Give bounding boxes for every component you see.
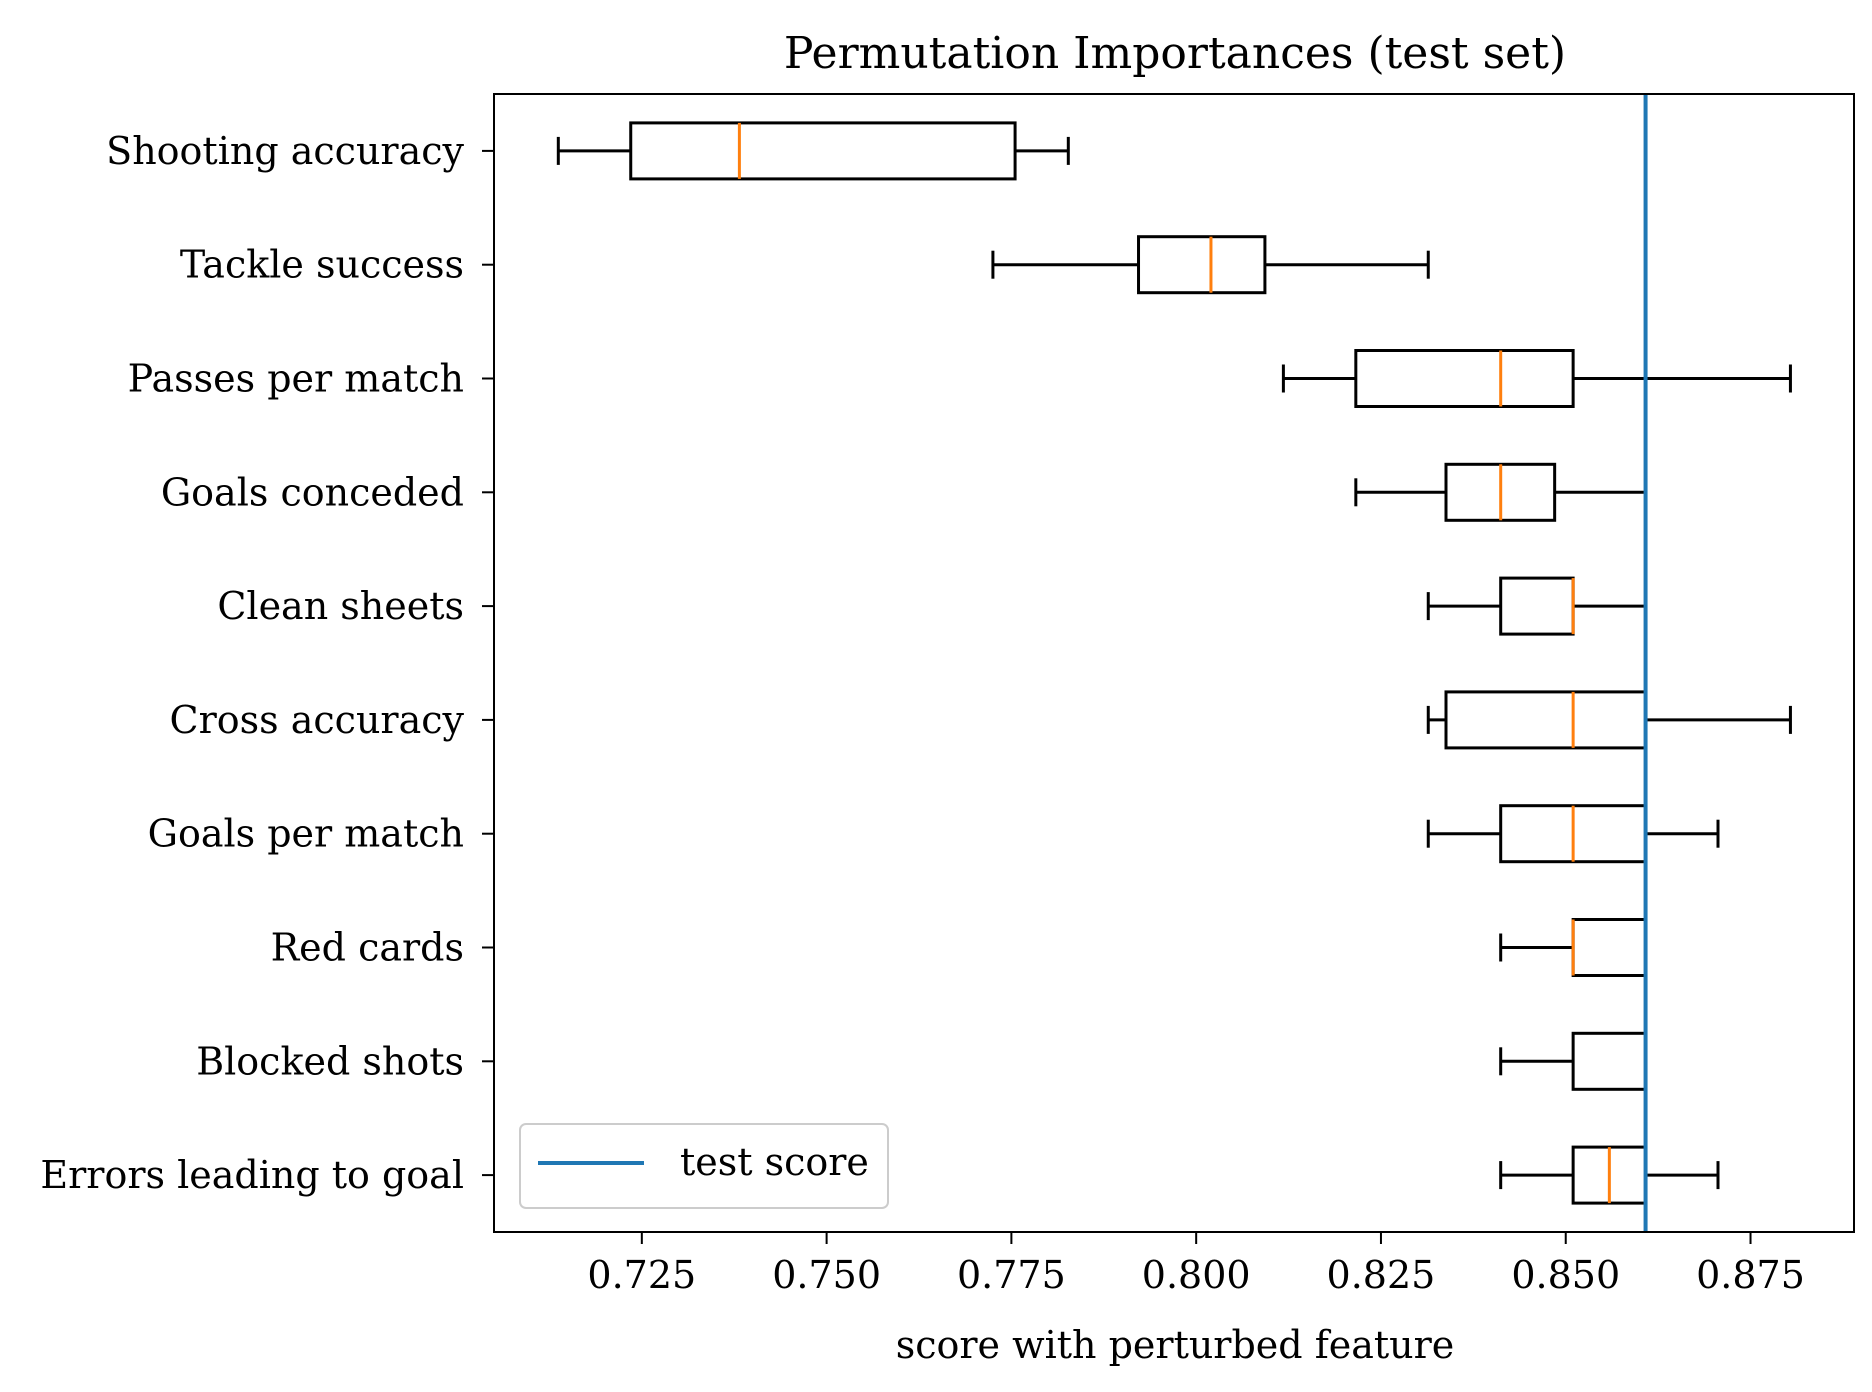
box-10	[1499, 1145, 1720, 1205]
y-axis: Shooting accuracy Tackle success Passes pe…	[40, 129, 494, 1197]
box-2	[991, 235, 1430, 295]
box-iqr	[1137, 235, 1267, 295]
box-iqr	[1354, 349, 1575, 408]
box-iqr	[1444, 690, 1648, 750]
x-tick-label: 0.725	[587, 1253, 696, 1297]
x-tick-label: 0.875	[1696, 1253, 1805, 1297]
box-1	[556, 121, 1070, 181]
box-4	[1354, 462, 1648, 522]
y-tick-label: Shooting accuracy	[106, 129, 464, 173]
y-tick-label: Cross accuracy	[170, 698, 465, 742]
chart-title: Permutation Importances (test set)	[784, 28, 1566, 79]
box-3	[1281, 349, 1792, 408]
legend-label-test-score: test score	[680, 1140, 869, 1184]
box-8	[1499, 918, 1648, 977]
box-9	[1499, 1031, 1648, 1091]
y-tick-label: Blocked shots	[196, 1039, 464, 1083]
box-iqr	[1571, 1031, 1648, 1091]
y-tick-label: Errors leading to goal	[40, 1153, 464, 1197]
box-iqr	[1571, 918, 1648, 977]
x-tick-label: 0.850	[1511, 1253, 1620, 1297]
y-tick-label: Red cards	[271, 926, 464, 970]
y-tick-label: Clean sheets	[217, 584, 464, 628]
y-tick-label: Tackle success	[180, 243, 464, 287]
legend-frame	[519, 1123, 889, 1209]
box-5	[1426, 576, 1648, 636]
box-iqr	[1499, 576, 1575, 636]
x-tick-label: 0.750	[772, 1253, 881, 1297]
box-6	[1426, 690, 1792, 750]
x-tick-label: 0.800	[1142, 1253, 1251, 1297]
x-axis-label: score with perturbed feature	[896, 1323, 1455, 1367]
box-7	[1426, 804, 1720, 864]
x-tick-label: 0.775	[957, 1253, 1066, 1297]
legend: test score	[519, 1123, 889, 1209]
y-tick-label: Passes per match	[128, 357, 464, 401]
x-axis: 0.725 0.750 0.775 0.800 0.825 0.850 0.875	[587, 1232, 1805, 1297]
y-tick-label: Goals conceded	[161, 470, 464, 514]
x-tick-label: 0.825	[1327, 1253, 1436, 1297]
y-tick-label: Goals per match	[148, 812, 464, 856]
box-iqr	[629, 121, 1017, 181]
box-group	[556, 121, 1792, 1205]
plot-area-frame	[493, 93, 1855, 1233]
